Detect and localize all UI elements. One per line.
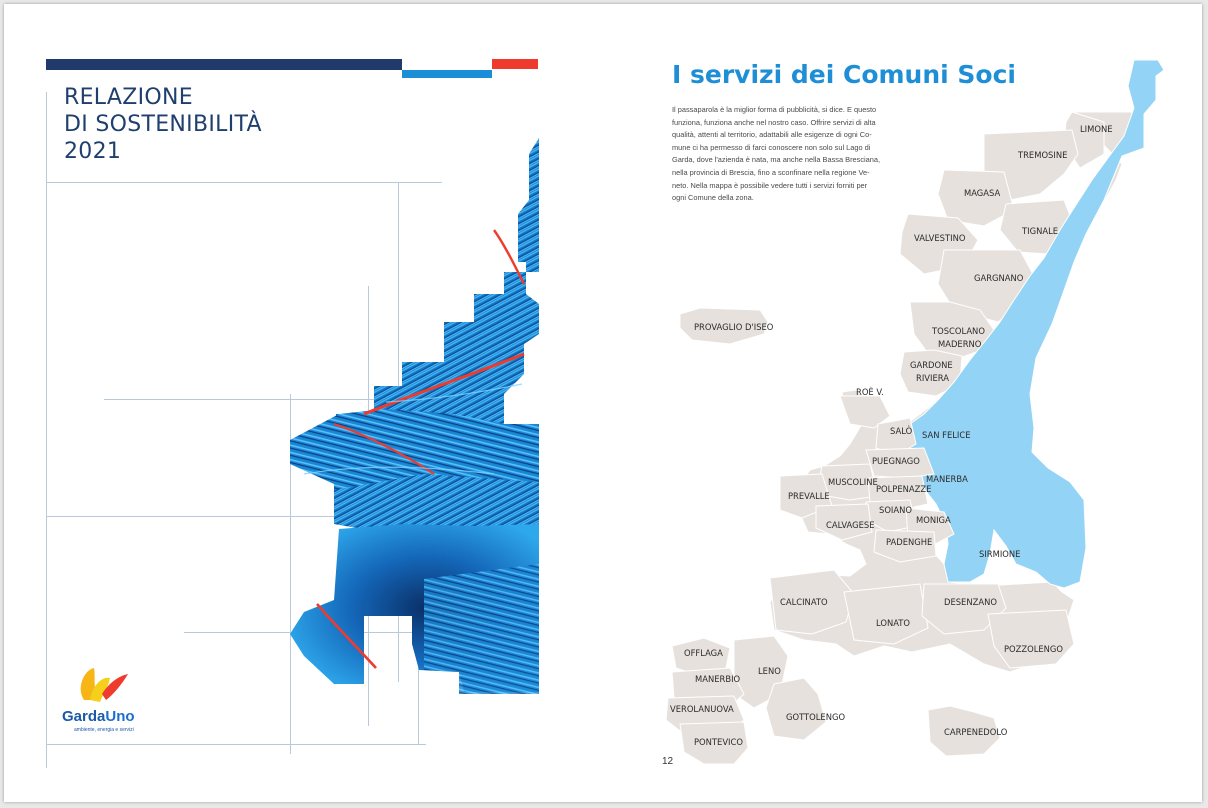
report-title-line-1: RELAZIONE <box>64 85 193 110</box>
report-title-line-2: DI SOSTENIBILITÀ <box>64 112 262 137</box>
map-label-san-felice: SAN FELICE <box>922 430 971 440</box>
map-label-gottolengo: GOTTOLENGO <box>786 712 846 722</box>
map-label-sirmione: SIRMIONE <box>979 549 1021 559</box>
map-label-tignale: TIGNALE <box>1022 226 1059 236</box>
report-title-line-3: 2021 <box>64 139 122 164</box>
map-label-gargnano: GARGNANO <box>974 273 1024 283</box>
page-number: 12 <box>662 756 674 767</box>
map-label-maderno: MADERNO <box>938 339 982 349</box>
map-label-soiano: SOIANO <box>879 505 912 515</box>
intro-line: Garda, dove l'azienda è nata, ma anche n… <box>672 155 881 165</box>
report-title: RELAZIONE DI SOSTENIBILITÀ 2021 <box>64 84 262 165</box>
map-label-salo: SALÒ <box>890 426 913 436</box>
intro-line: qualità, attenti al territorio, adattabi… <box>672 130 872 140</box>
municipalities-map <box>665 59 1165 765</box>
gardauno-logo-mark <box>80 668 128 702</box>
map-label-magasa: MAGASA <box>964 188 1001 198</box>
map-label-manerba: MANERBA <box>926 474 968 484</box>
map-label-muscoline: MUSCOLINE <box>828 477 878 487</box>
grid-line <box>46 182 442 183</box>
logo-name-part2: Uno <box>105 708 135 725</box>
map-label-manerbio: MANERBIO <box>695 674 741 684</box>
brochure-spread: RELAZIONE DI SOSTENIBILITÀ 2021 <box>4 4 1202 802</box>
page-title: I servizi dei Comuni Soci <box>672 60 1016 89</box>
logo-tagline: ambiente, energia e servizi <box>74 727 134 733</box>
intro-paragraph: Il passaparola è la miglior forma di pub… <box>672 104 900 205</box>
intro-line: neto. Nella mappa è possibile vedere tut… <box>672 180 868 190</box>
map-label-polpenazze: POLPENAZZE <box>876 484 932 494</box>
intro-line: nella provincia di Brescia, fino a sconf… <box>672 167 870 177</box>
map-label-tremosine: TREMOSINE <box>1018 150 1068 160</box>
brush-stroke-artwork <box>290 138 539 694</box>
map-label-desenzano: DESENZANO <box>944 597 997 607</box>
map-label-leno: LENO <box>758 666 781 676</box>
grid-line <box>46 92 47 768</box>
map-label-valvestino: VALVESTINO <box>914 233 966 243</box>
grid-line <box>46 516 536 517</box>
map-label-calcinato: CALCINATO <box>780 597 828 607</box>
map-label-gardone: GARDONE <box>910 360 953 370</box>
grid-line <box>290 394 291 754</box>
map-label-toscolano: TOSCOLANO <box>932 326 985 336</box>
intro-line: Il passaparola è la miglior forma di pub… <box>672 105 877 114</box>
map-label-offlaga: OFFLAGA <box>684 648 723 658</box>
map-label-calvagese: CALVAGESE <box>826 520 875 530</box>
map-label-provaglio: PROVAGLIO D'ISEO <box>694 322 774 332</box>
intro-line: mune ci ha permesso di farci conoscere n… <box>672 142 871 152</box>
grid-line <box>418 624 419 744</box>
map-label-puegnago: PUEGNAGO <box>872 456 920 466</box>
map-label-carpenedolo: CARPENEDOLO <box>944 727 1008 737</box>
navy-top-bar <box>46 59 402 70</box>
intro-line: ogni Comune della zona. <box>672 193 754 203</box>
red-top-bar <box>492 59 538 69</box>
gardauno-logo-text: GardaUno <box>62 708 135 725</box>
grid-line <box>46 744 426 745</box>
logo-name-part1: Garda <box>62 708 106 725</box>
map-label-padenghe: PADENGHE <box>886 537 933 547</box>
blue-top-bar <box>402 70 492 78</box>
grid-line <box>104 399 394 400</box>
map-label-lonato: LONATO <box>876 618 911 628</box>
map-label-pontevico: PONTEVICO <box>694 737 743 747</box>
map-label-moniga: MONIGA <box>916 515 951 525</box>
map-label-roe: ROÈ V. <box>856 387 884 397</box>
map-label-verolanuova: VEROLANUOVA <box>670 704 734 714</box>
map-label-limone: LIMONE <box>1080 124 1113 134</box>
map-label-riviera: RIVIERA <box>916 373 949 383</box>
intro-line: funziona, funziona anche nel nostro caso… <box>672 117 876 127</box>
map-label-prevalle: PREVALLE <box>788 491 830 501</box>
map-label-pozzolengo: POZZOLENGO <box>1004 644 1064 654</box>
